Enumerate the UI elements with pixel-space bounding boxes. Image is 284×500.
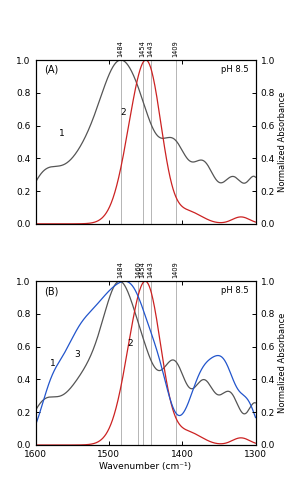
Text: 1484: 1484	[118, 262, 124, 278]
Text: 1484: 1484	[118, 40, 124, 57]
Text: 1409: 1409	[173, 262, 179, 278]
Text: 3: 3	[74, 350, 80, 360]
Text: (A): (A)	[44, 65, 59, 75]
Text: 1460: 1460	[135, 262, 141, 278]
Text: 1: 1	[59, 129, 65, 138]
Text: 1443: 1443	[148, 40, 154, 57]
Text: pH 8.5: pH 8.5	[221, 286, 249, 295]
Text: 2: 2	[121, 108, 126, 117]
Y-axis label: Normalized Absorbance: Normalized Absorbance	[278, 92, 284, 192]
Text: 1443: 1443	[148, 262, 154, 278]
Y-axis label: Normalized Absorbance: Normalized Absorbance	[278, 313, 284, 414]
Text: 1409: 1409	[173, 40, 179, 57]
Text: 1454: 1454	[140, 262, 146, 278]
Text: 1: 1	[50, 358, 56, 368]
Text: (B): (B)	[44, 286, 59, 296]
X-axis label: Wavenumber (cm⁻¹): Wavenumber (cm⁻¹)	[99, 462, 192, 470]
Text: pH 8.5: pH 8.5	[221, 65, 249, 74]
Text: 2: 2	[127, 339, 133, 348]
Text: 1454: 1454	[140, 40, 146, 57]
